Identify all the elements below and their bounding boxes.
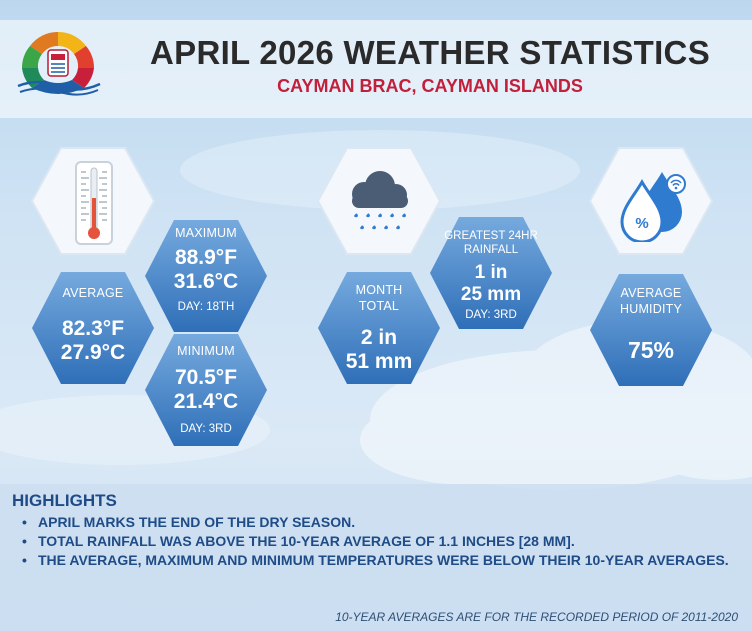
rain-cloud-icon [352, 171, 408, 230]
minimum-temperature-c: 21.4°C [173, 390, 239, 413]
maximum-temperature-c: 31.6°C [173, 270, 239, 293]
greatest-rainfall-day: DAY: 3RD [465, 309, 517, 321]
maximum-temperature-day: DAY: 18TH [177, 301, 235, 313]
minimum-temperature-f: 70.5°F [174, 366, 238, 389]
humidity-drops-icon: % [620, 172, 686, 242]
greatest-rainfall-mm: 25 mm [460, 284, 522, 305]
thermometer-icon-hex [30, 146, 156, 256]
greatest-24hr-rainfall-hex: GREATEST 24HR RAINFALL 1 in 25 mm DAY: 3… [428, 215, 554, 331]
average-temperature-f: 82.3°F [61, 317, 125, 340]
month-total-label-2: TOTAL [358, 299, 400, 313]
maximum-temperature-hex: MAXIMUM 88.9°F 31.6°C DAY: 18TH [143, 218, 269, 334]
greatest-rainfall-label-2: RAINFALL [463, 244, 519, 256]
header-band [0, 20, 752, 118]
month-total-label-1: MONTH [355, 283, 403, 297]
average-temperature-hex: AVERAGE 82.3°F 27.9°C [30, 270, 156, 386]
minimum-temperature-label: MINIMUM [177, 344, 235, 358]
average-temperature-c: 27.9°C [60, 341, 126, 364]
footnote: 10-YEAR AVERAGES ARE FOR THE RECORDED PE… [335, 610, 738, 624]
cayman-government-logo [17, 31, 101, 96]
highlight-item: TOTAL RAINFALL WAS ABOVE THE 10-YEAR AVE… [20, 532, 740, 551]
page-subtitle: CAYMAN BRAC, CAYMAN ISLANDS [277, 76, 583, 96]
svg-text:%: % [635, 215, 648, 232]
rain-cloud-icon-hex [316, 146, 442, 256]
average-humidity-hex: AVERAGE HUMIDITY 75% [588, 272, 714, 388]
average-humidity-label-2: HUMIDITY [619, 302, 682, 316]
month-total-inches: 2 in [360, 326, 398, 349]
greatest-rainfall-label-1: GREATEST 24HR [444, 230, 538, 242]
maximum-temperature-label: MAXIMUM [175, 226, 237, 240]
thermometer-icon [75, 161, 113, 245]
month-total-mm: 51 mm [345, 350, 413, 373]
month-total-rainfall-hex: MONTH TOTAL 2 in 51 mm [316, 270, 442, 386]
humidity-icon-hex: % [588, 146, 714, 256]
minimum-temperature-hex: MINIMUM 70.5°F 21.4°C DAY: 3RD [143, 332, 269, 448]
minimum-temperature-day: DAY: 3RD [180, 423, 232, 435]
greatest-rainfall-inches: 1 in [474, 262, 508, 283]
highlight-item: APRIL MARKS THE END OF THE DRY SEASON. [20, 513, 740, 532]
highlights-title: HIGHLIGHTS [12, 491, 117, 510]
average-humidity-value: 75% [627, 337, 675, 363]
maximum-temperature-f: 88.9°F [174, 246, 238, 269]
highlights-list: APRIL MARKS THE END OF THE DRY SEASON. T… [20, 513, 740, 570]
average-humidity-label-1: AVERAGE [620, 286, 682, 300]
highlight-item: THE AVERAGE, MAXIMUM AND MINIMUM TEMPERA… [20, 551, 740, 570]
page-title: APRIL 2026 WEATHER STATISTICS [150, 34, 710, 71]
average-temperature-label: AVERAGE [62, 286, 124, 300]
